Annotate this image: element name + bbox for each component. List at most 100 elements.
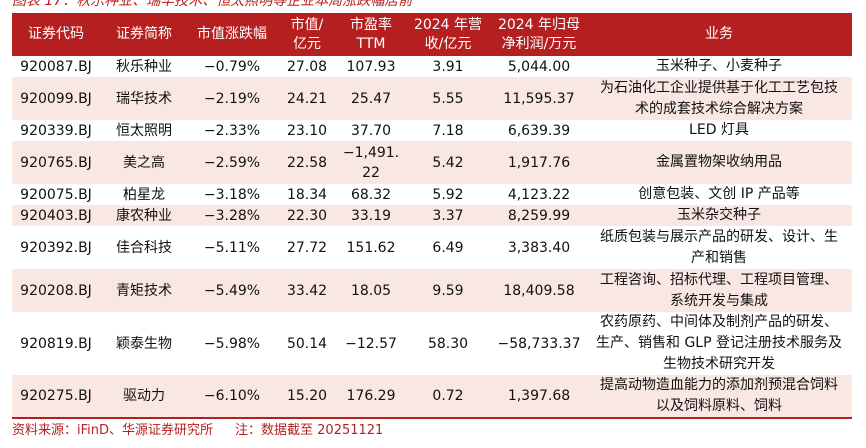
business-desc-cell: 玉米种子、小麦种子 xyxy=(656,58,782,74)
security-code-cell: 920275.BJ xyxy=(12,375,100,419)
market-cap-cell: 24.21 xyxy=(276,77,338,120)
net-profit-2024-cell: 1,397.68 xyxy=(492,375,586,419)
revenue-2024-cell: 3.37 xyxy=(404,205,492,226)
security-code-cell: 920339.BJ xyxy=(20,122,92,139)
market-cap-change-cell: −2.59% xyxy=(188,141,276,184)
net-profit-2024-cell: 4,123.22 xyxy=(507,186,571,203)
revenue-2024-cell: 7.18 xyxy=(432,122,464,139)
revenue-2024-cell: 6.49 xyxy=(432,239,464,256)
security-name-cell: 驱动力 xyxy=(100,375,188,419)
data-date-note: 注：数据截至 20251121 xyxy=(235,423,384,438)
business-desc-cell: 金属置物架收纳用品 xyxy=(586,141,852,184)
figure-caption: 图表 17：秋乐种业、瑞华技术、恒太照明等企业本周涨跌幅居前 xyxy=(12,0,413,9)
net-profit-2024-cell: −58,733.37 xyxy=(497,335,581,352)
table-row: 920765.BJ 美之高 −2.59% 22.58 −1,491.22 5.42 1,91… xyxy=(12,141,852,184)
market-cap-cell: 18.34 xyxy=(286,186,328,203)
pe-ttm-cell: 107.93 xyxy=(346,58,396,75)
market-cap-cell: 50.14 xyxy=(286,335,328,352)
revenue-2024-cell: 3.91 xyxy=(432,58,464,75)
pe-ttm-cell: 68.32 xyxy=(350,186,392,203)
source-note: 资料来源：iFinD、华源证券研究所 xyxy=(12,423,214,438)
security-code-cell: 920099.BJ xyxy=(12,77,100,120)
security-code-cell: 920765.BJ xyxy=(12,141,100,184)
table-row: 920075.BJ 柏星龙 −3.18% 18.34 68.32 5.92 4,123.22… xyxy=(12,184,852,205)
market-cap-change-cell: −6.10% xyxy=(188,375,276,419)
security-name-cell: 恒太照明 xyxy=(116,122,172,139)
net-profit-2024-cell: 3,383.40 xyxy=(507,239,571,256)
market-cap-cell: 27.72 xyxy=(286,239,328,256)
revenue-2024-cell: 5.55 xyxy=(404,77,492,120)
column-header: 业务 xyxy=(586,13,852,56)
business-desc-cell: 提高动物造血能力的添加剂预混合饲料以及饲料原料、饲料 xyxy=(586,375,852,419)
market-cap-cell: 15.20 xyxy=(276,375,338,419)
pe-ttm-cell: 151.62 xyxy=(346,239,396,256)
column-header: 市盈率 TTM xyxy=(338,13,404,56)
security-name-cell: 美之高 xyxy=(100,141,188,184)
security-code-cell: 920075.BJ xyxy=(20,186,92,203)
market-cap-cell: 27.08 xyxy=(286,58,328,75)
revenue-2024-cell: 5.92 xyxy=(432,186,464,203)
market-cap-cell: 23.10 xyxy=(286,122,328,139)
table-row: 920275.BJ 驱动力 −6.10% 15.20 176.29 0.72 1,397.6… xyxy=(12,375,852,419)
revenue-2024-cell: 5.42 xyxy=(404,141,492,184)
market-cap-change-cell: −0.79% xyxy=(203,58,261,75)
net-profit-2024-cell: 1,917.76 xyxy=(492,141,586,184)
pe-ttm-cell: −12.57 xyxy=(345,335,397,352)
revenue-2024-cell: 0.72 xyxy=(404,375,492,419)
security-name-cell: 颖泰生物 xyxy=(116,335,172,352)
business-desc-cell: 为石油化工企业提供基于化工工艺包技术的成套技术综合解决方案 xyxy=(586,77,852,120)
business-desc-cell: 工程咨询、招标代理、工程项目管理、系统开发与集成 xyxy=(586,269,852,312)
pe-ttm-cell: 33.19 xyxy=(338,205,404,226)
market-cap-cell: 33.42 xyxy=(276,269,338,312)
security-name-cell: 秋乐种业 xyxy=(116,58,172,75)
table-row: 920403.BJ 康农种业 −3.28% 22.30 33.19 3.37 8,259.9… xyxy=(12,205,852,226)
pe-ttm-cell: 37.70 xyxy=(350,122,392,139)
table-body: 920087.BJ 秋乐种业 −0.79% 27.08 107.93 3.91 5,044.… xyxy=(12,56,852,419)
header-row: 证券代码 证券简称 市值涨跌幅 市值/亿元 市盈率 TTM 2024 年营 收/亿元 2024 … xyxy=(12,13,852,56)
security-code-cell: 920819.BJ xyxy=(20,335,92,352)
pe-ttm-cell: 18.05 xyxy=(338,269,404,312)
market-cap-change-cell: −2.19% xyxy=(188,77,276,120)
stock-table: 证券代码 证券简称 市值涨跌幅 市值/亿元 市盈率 TTM 2024 年营 收/亿元 2024 … xyxy=(12,13,852,419)
pe-ttm-cell: −1,491.22 xyxy=(338,141,404,184)
net-profit-2024-cell: 5,044.00 xyxy=(507,58,571,75)
market-cap-change-cell: −5.11% xyxy=(203,239,261,256)
business-desc-cell: LED 灯具 xyxy=(689,122,749,138)
business-desc-cell: 创意包装、文创 IP 产品等 xyxy=(638,186,800,202)
table-row: 920087.BJ 秋乐种业 −0.79% 27.08 107.93 3.91 5,044.… xyxy=(12,56,852,77)
pe-ttm-cell: 176.29 xyxy=(338,375,404,419)
security-code-cell: 920208.BJ xyxy=(12,269,100,312)
revenue-2024-cell: 58.30 xyxy=(427,335,469,352)
business-desc-cell: 农药原药、中间体及制剂产品的研发、生产、销售和 GLP 登记注册技术服务及生物技… xyxy=(596,314,842,372)
column-header: 市值/亿元 xyxy=(276,13,338,56)
table-row: 920099.BJ 瑞华技术 −2.19% 24.21 25.47 5.55 11,595.… xyxy=(12,77,852,120)
column-header: 2024 年归母 净利润/万元 xyxy=(492,13,586,56)
security-name-cell: 康农种业 xyxy=(100,205,188,226)
pe-ttm-cell: 25.47 xyxy=(338,77,404,120)
column-header: 证券简称 xyxy=(100,13,188,56)
market-cap-change-cell: −5.49% xyxy=(188,269,276,312)
business-desc-cell: 玉米杂交种子 xyxy=(586,205,852,226)
table-row: 920819.BJ 颖泰生物 −5.98% 50.14 −12.57 58.30 −58,7… xyxy=(12,312,852,375)
net-profit-2024-cell: 8,259.99 xyxy=(492,205,586,226)
security-name-cell: 佳合科技 xyxy=(116,239,172,256)
table-row: 920392.BJ 佳合科技 −5.11% 27.72 151.62 6.49 3,383.… xyxy=(12,226,852,269)
security-code-cell: 920403.BJ xyxy=(12,205,100,226)
security-name-cell: 青矩技术 xyxy=(100,269,188,312)
market-cap-cell: 22.30 xyxy=(276,205,338,226)
table-row: 920339.BJ 恒太照明 −2.33% 23.10 37.70 7.18 6,639.3… xyxy=(12,120,852,141)
footer: 资料来源：iFinD、华源证券研究所 注：数据截至 20251121 xyxy=(12,421,383,441)
column-header: 市值涨跌幅 xyxy=(188,13,276,56)
net-profit-2024-cell: 6,639.39 xyxy=(507,122,571,139)
business-desc-cell: 纸质包装与展示产品的研发、设计、生产和销售 xyxy=(600,228,838,266)
security-code-cell: 920087.BJ xyxy=(20,58,92,75)
net-profit-2024-cell: 11,595.37 xyxy=(492,77,586,120)
market-cap-change-cell: −3.28% xyxy=(188,205,276,226)
market-cap-change-cell: −5.98% xyxy=(203,335,261,352)
market-cap-cell: 22.58 xyxy=(276,141,338,184)
security-name-cell: 柏星龙 xyxy=(123,186,165,203)
column-header: 2024 年营 收/亿元 xyxy=(404,13,492,56)
security-name-cell: 瑞华技术 xyxy=(100,77,188,120)
revenue-2024-cell: 9.59 xyxy=(404,269,492,312)
market-cap-change-cell: −3.18% xyxy=(203,186,261,203)
